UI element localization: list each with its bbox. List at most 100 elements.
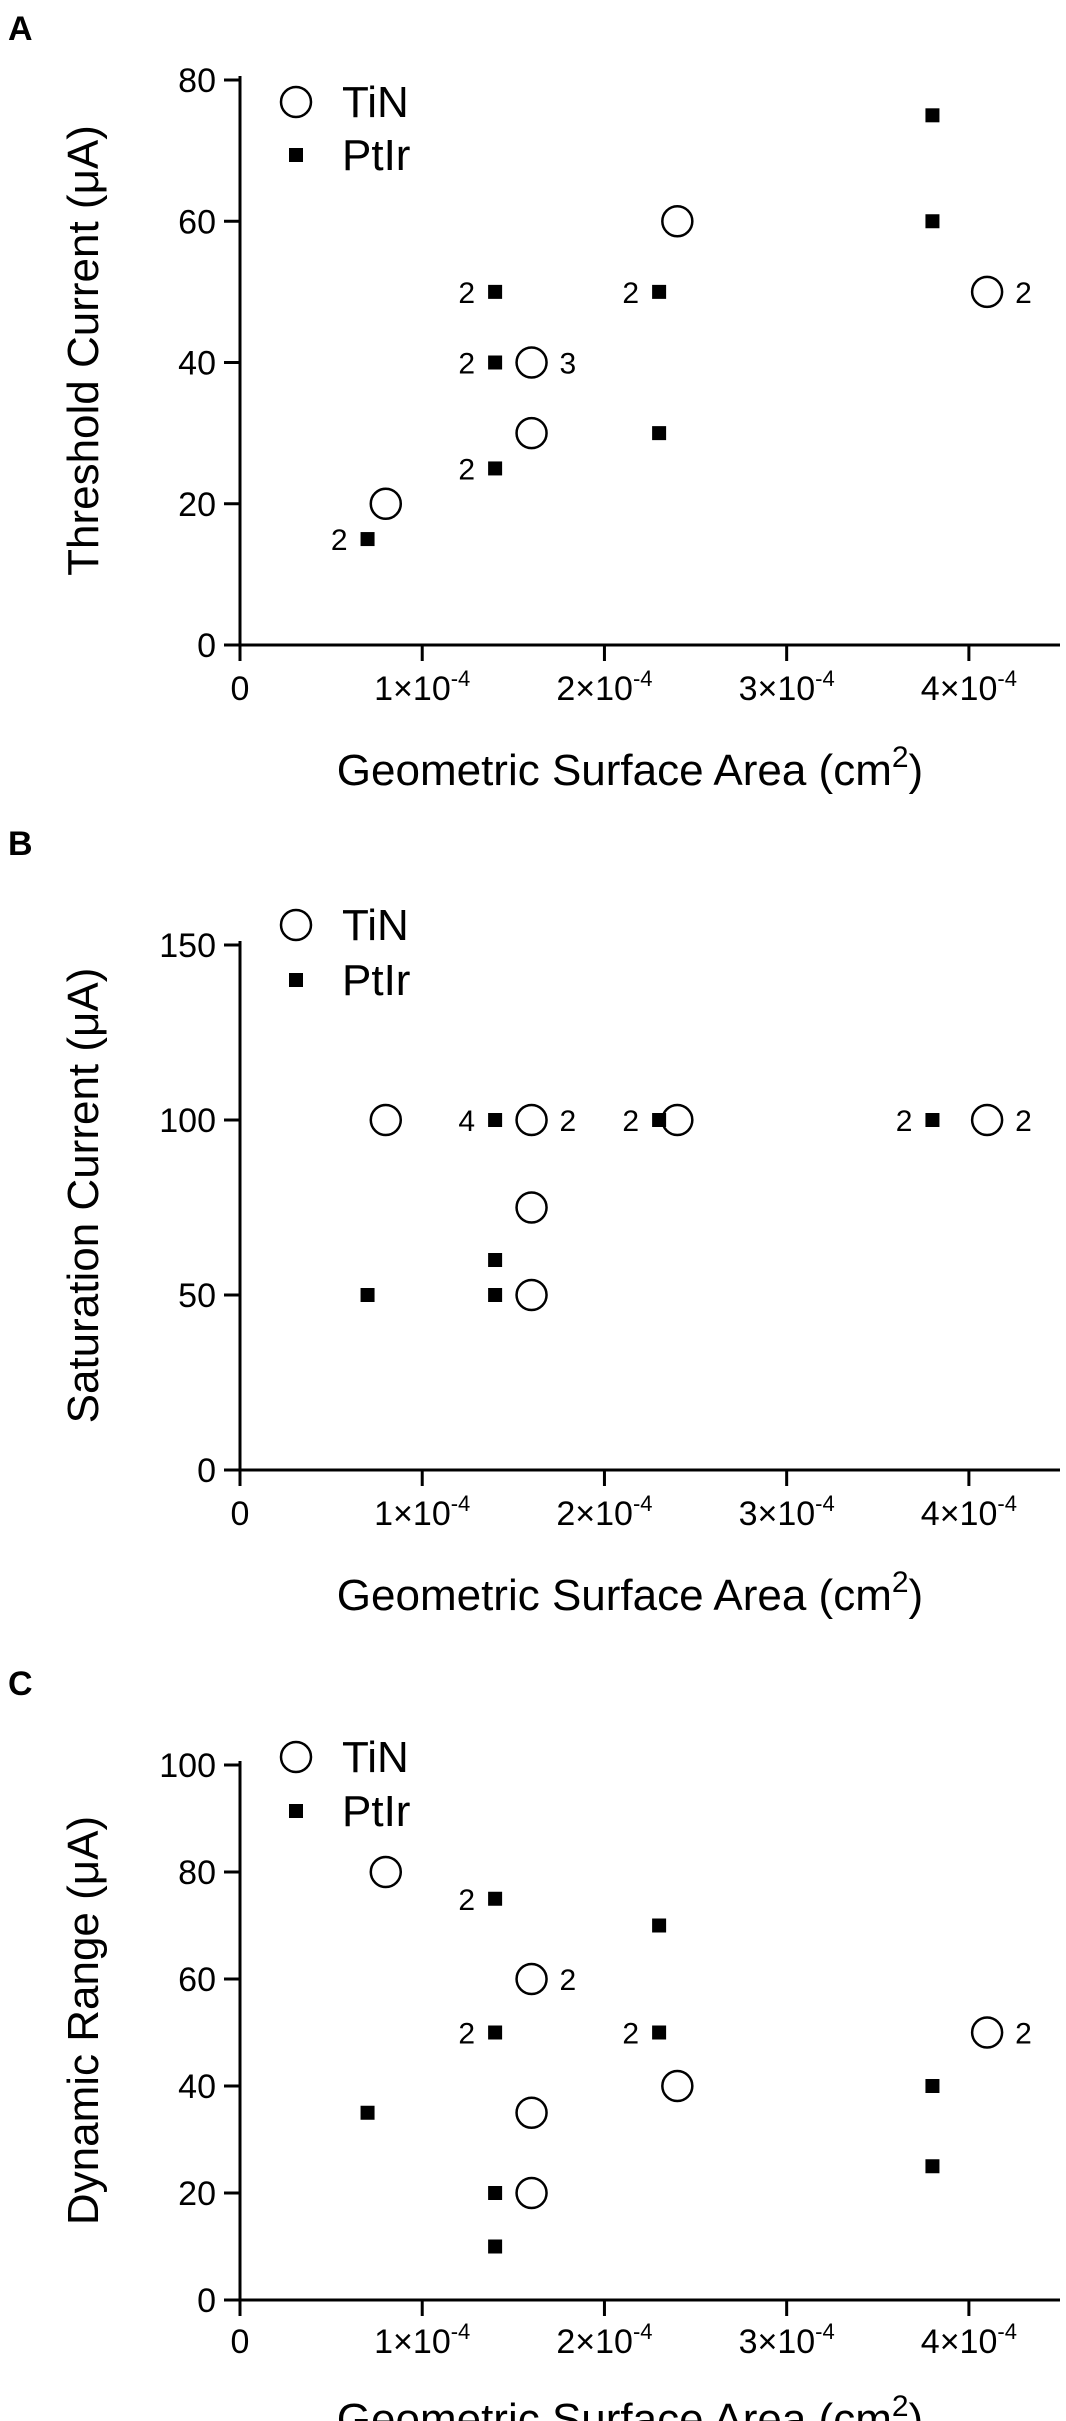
point-count-label: 2 [458,277,475,310]
x-axis-label-superscript: 2 [892,1566,909,1599]
data-point-ptir [652,1113,667,1127]
x-tick-label: 0 [231,670,250,708]
x-tick-label: 3×10-4 [739,1491,835,1533]
data-point-tin [369,1855,403,1889]
x-axis-label-close: ) [909,746,924,795]
x-axis-label-text: Geometric Surface Area (cm [337,746,892,795]
point-count-label: 2 [622,2018,639,2051]
point-count-label: 2 [458,1884,475,1917]
panel-letter: C [8,1665,33,1703]
x-tick-label-base: 0 [231,2323,250,2361]
data-point-ptir [488,1288,503,1302]
legend-label-tin: TiN [342,901,409,950]
legend-marker-ptir [289,1804,303,1818]
x-tick-label: 3×10-4 [739,2319,835,2361]
data-point-ptir [360,532,375,547]
legend-label-tin: TiN [342,78,409,127]
data-point-ptir [652,426,667,441]
x-axis-label-superscript: 2 [892,2390,909,2421]
data-point-tin [970,2016,1004,2049]
data-point-tin [515,2176,548,2210]
legend-label-tin: TiN [342,1733,409,1782]
point-count-label: 2 [622,277,639,310]
x-tick-label-exponent: -4 [997,2319,1017,2344]
point-count-label: 2 [1015,277,1032,310]
data-point-ptir [488,284,503,299]
point-count-label: 4 [458,1105,475,1138]
y-tick-label: 100 [159,1747,216,1785]
data-point-ptir [652,284,667,299]
data-point-tin [515,1191,548,1224]
x-tick-label: 1×10-4 [374,2319,470,2361]
point-count-label: 2 [622,1105,639,1138]
x-axis-label-close: ) [909,2395,924,2421]
x-tick-label-base: 4×10 [921,670,998,708]
x-tick-label-base: 4×10 [921,1495,998,1533]
x-tick-label: 2×10-4 [556,1491,652,1533]
x-tick-label-exponent: -4 [815,1491,835,1516]
data-point-ptir [360,1288,375,1302]
y-tick-label: 50 [178,1277,216,1315]
x-axis-label: Geometric Surface Area (cm2) [337,741,923,795]
data-point-ptir [925,214,940,229]
y-tick-label: 0 [197,627,216,665]
y-tick-label: 0 [197,1452,216,1490]
legend-marker-ptir [289,148,303,162]
data-point-ptir [488,1253,503,1267]
x-axis-label-text: Geometric Surface Area (cm [337,2395,892,2421]
x-tick-label: 2×10-4 [556,666,652,708]
data-point-tin [970,275,1004,309]
y-tick-label: 40 [178,345,216,383]
x-tick-label: 2×10-4 [556,2319,652,2361]
data-point-ptir [925,1113,940,1127]
data-point-tin [515,346,548,379]
data-point-ptir [652,2025,667,2040]
legend-label-ptir: PtIr [342,956,410,1005]
data-point-tin [515,416,548,450]
point-count-label: 2 [560,1105,577,1138]
x-tick-label-exponent: -4 [997,666,1017,691]
data-point-tin [515,1962,548,1996]
point-count-label: 3 [560,348,577,381]
y-tick-label: 100 [159,1102,216,1140]
x-tick-label-base: 0 [231,1495,250,1533]
point-count-label: 2 [1015,2018,1032,2051]
x-tick-label-base: 4×10 [921,2323,998,2361]
data-point-ptir [360,2105,375,2120]
x-tick-label-base: 2×10 [556,670,633,708]
data-point-tin [661,1103,694,1137]
data-point-ptir [488,2186,503,2200]
point-count-label: 2 [896,1105,913,1138]
x-tick-label-base: 1×10 [374,670,451,708]
data-point-tin [661,2069,694,2103]
x-tick-label: 1×10-4 [374,666,470,708]
x-tick-label-exponent: -4 [451,2319,471,2344]
data-point-tin [369,1103,403,1137]
x-tick-label-base: 1×10 [374,2323,451,2361]
x-axis-label-text: Geometric Surface Area (cm [337,1571,892,1620]
data-point-ptir [488,355,503,370]
x-tick-label-base: 3×10 [739,670,816,708]
x-tick-label-base: 2×10 [556,2323,633,2361]
point-count-label: 2 [331,524,348,557]
data-point-tin [515,1278,548,1312]
x-tick-label-base: 2×10 [556,1495,633,1533]
panel-letter: A [8,10,33,48]
point-count-label: 2 [458,2018,475,2051]
legend-marker-tin [279,1740,313,1774]
x-tick-label: 4×10-4 [921,2319,1017,2361]
x-tick-label-exponent: -4 [633,666,653,691]
y-tick-label: 20 [178,2175,216,2213]
legend-label-ptir: PtIr [342,1787,410,1836]
y-tick-label: 20 [178,486,216,524]
y-axis-label: Threshold Current (μA) [59,125,108,576]
y-tick-label: 80 [178,1854,216,1892]
x-axis-label: Geometric Surface Area (cm2) [337,2390,923,2421]
data-point-tin [369,487,403,520]
x-tick-label-exponent: -4 [815,666,835,691]
data-point-tin [661,205,694,238]
x-axis-label: Geometric Surface Area (cm2) [337,1566,923,1620]
